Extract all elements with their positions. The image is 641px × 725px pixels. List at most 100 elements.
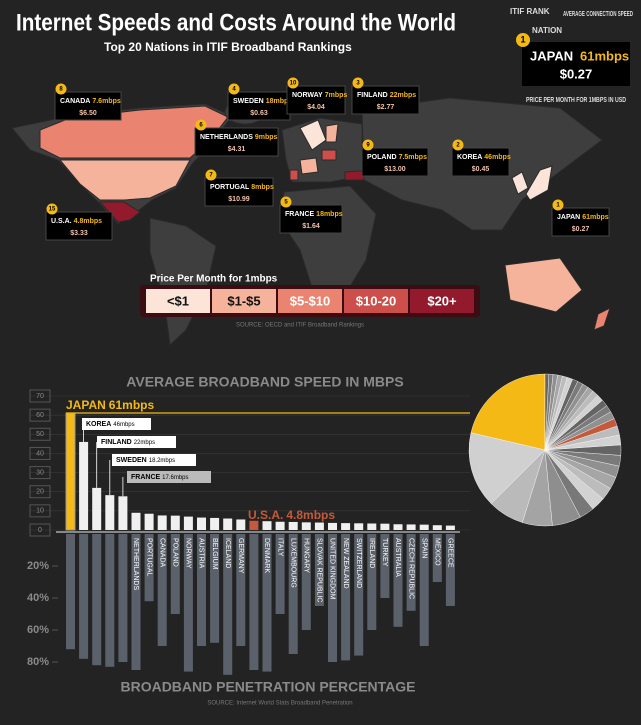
speed: 7.6mbps	[92, 98, 121, 105]
price: $6.50	[79, 110, 97, 117]
nation: NETHERLANDS	[200, 134, 253, 141]
y-tick-label: 60	[36, 412, 44, 419]
rank: 4	[232, 87, 236, 93]
penetration-bar	[157, 534, 167, 646]
callout-box	[194, 127, 279, 157]
penetration-bar	[432, 534, 442, 582]
penetration-bar	[92, 534, 102, 666]
nation: FINLAND	[357, 92, 388, 99]
annotation-box	[82, 418, 151, 430]
annotation-name: U.S.A.	[248, 508, 283, 522]
y-tick-label: 50	[36, 431, 44, 438]
callout-label: CANADA 7.6mbps	[60, 98, 121, 105]
title: Internet Speeds and Costs Around the Wor…	[16, 9, 456, 36]
nation: POLAND	[367, 154, 397, 161]
speed-chart-title: AVERAGE BROADBAND SPEED IN MBPS	[126, 374, 403, 390]
speed-bar	[223, 518, 233, 530]
x-tick-label: AUSTRIA	[198, 538, 205, 569]
price-legend-swatch	[278, 289, 342, 313]
speed-bar	[262, 521, 272, 530]
nation: U.S.A.	[51, 218, 72, 225]
callout-label: NORWAY 7mbps	[292, 92, 347, 99]
speed-bar	[354, 523, 364, 530]
penetration-bar	[341, 534, 351, 661]
bar-annotation: JAPAN 61mbps	[66, 398, 154, 412]
penetration-bar	[314, 534, 324, 606]
x-tick-label: TURKEY	[381, 538, 388, 567]
speed-bar	[367, 523, 377, 530]
key-box	[522, 42, 630, 86]
annotation-value: 61mbps	[109, 398, 155, 412]
annotation-value: 4.8mbps	[286, 508, 335, 522]
key: ITIF RANK AVERAGE CONNECTION SPEED NATIO…	[510, 7, 633, 104]
penetration-bar	[118, 534, 128, 662]
speed-bar	[157, 515, 167, 530]
callout-box	[227, 91, 291, 121]
penetration-bar	[79, 534, 89, 659]
price: $0.27	[572, 226, 590, 233]
rank-badge	[352, 77, 364, 89]
callout-label: PORTUGAL 8mbps	[210, 184, 274, 191]
price: $13.00	[384, 166, 406, 173]
rank-badge	[287, 77, 299, 89]
key-nation: JAPAN	[530, 48, 573, 63]
key-rank: 1	[520, 34, 525, 44]
penetration-bar	[236, 534, 246, 646]
penetration-bar	[288, 534, 298, 654]
penetration-bar	[262, 534, 272, 672]
price: $0.63	[250, 110, 268, 117]
x-tick-label: UNITED KINGDOM	[329, 538, 336, 600]
speed-bar	[275, 521, 285, 530]
annotation-value: 17.6mbps	[162, 475, 188, 481]
penetration-bar	[223, 534, 233, 675]
key-rank-badge	[516, 33, 530, 47]
rank: 9	[366, 143, 370, 149]
penetration-bar	[328, 534, 337, 662]
price-legend-label: <$1	[167, 293, 189, 308]
penetration-bar	[445, 534, 455, 606]
callout-label: KOREA 46mbps	[457, 154, 511, 161]
price: $2.77	[377, 104, 395, 111]
nation: JAPAN	[557, 214, 580, 221]
bar-annotation: KOREA 46mbps	[86, 421, 135, 428]
speed: 4.8mbps	[74, 218, 103, 225]
speed-bar	[341, 523, 351, 530]
speed: 7mbps	[325, 92, 348, 99]
poland	[321, 149, 337, 161]
penetration-bar	[419, 534, 429, 646]
price-legend-label: $10-20	[356, 293, 396, 308]
rank-badge	[552, 199, 564, 211]
callout-label: FINLAND 22mbps	[357, 92, 416, 99]
key-rank-label: ITIF RANK	[510, 7, 550, 16]
x-tick-label: SPAIN	[420, 538, 427, 559]
y-tick-label: 40%	[27, 592, 49, 604]
price: $1.64	[302, 223, 320, 230]
bar-annotation: U.S.A. 4.8mbps	[248, 508, 335, 522]
rank-badge	[195, 119, 207, 131]
speed-bar	[314, 522, 324, 530]
rank-badge	[362, 139, 374, 151]
bar-annotation: FRANCE 17.6mbps	[131, 474, 189, 481]
x-tick-label: HUNGARY	[302, 538, 309, 573]
pie-slice	[468, 432, 546, 504]
pie-slice	[544, 373, 550, 451]
penetration-bar	[183, 534, 193, 672]
speed-bar	[406, 524, 416, 530]
penetration-bar	[210, 534, 220, 643]
speed: 22mbps	[390, 92, 417, 99]
nation: SWEDEN	[233, 98, 264, 105]
callout-box	[45, 211, 113, 241]
x-tick-label: ITALY	[276, 538, 283, 557]
rank: 2	[456, 143, 460, 149]
bar-annotation: FINLAND 22mbps	[101, 439, 155, 446]
annotation-value: 22mbps	[134, 440, 155, 446]
y-tick-label: 40	[36, 450, 44, 457]
rank-badge	[55, 83, 67, 95]
callout-box	[361, 147, 429, 177]
x-tick-label: CZECH REPUBLIC	[407, 538, 414, 599]
speed-bar	[393, 524, 403, 530]
nation: NORWAY	[292, 92, 323, 99]
annotation-box	[97, 436, 176, 448]
nation: CANADA	[60, 98, 90, 105]
